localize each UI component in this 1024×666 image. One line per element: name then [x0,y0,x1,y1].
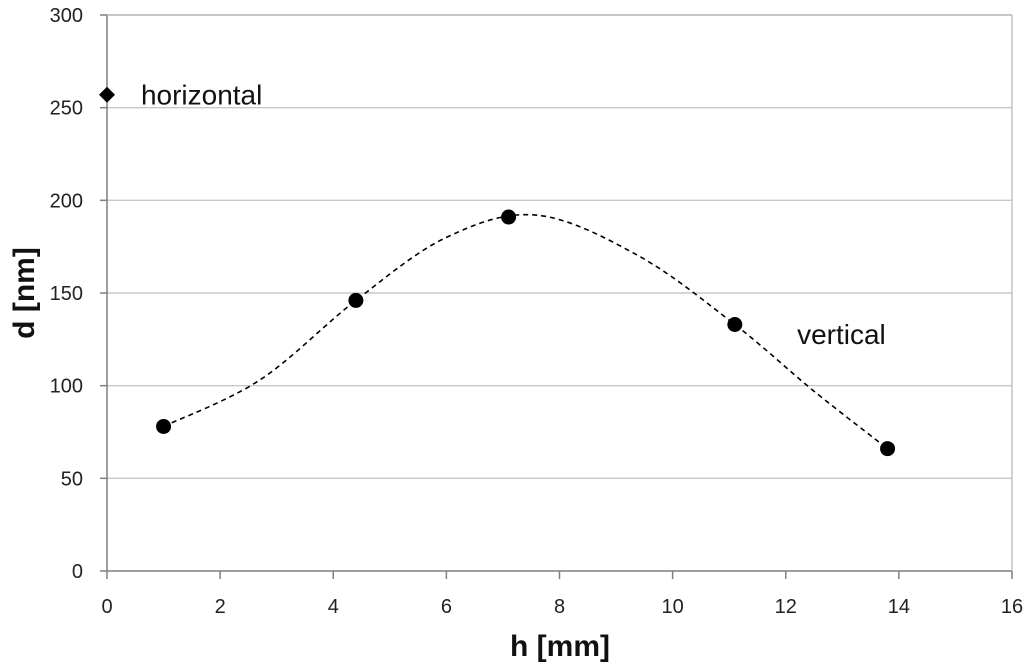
x-tick-label-14: 14 [888,596,910,618]
point-vertical-4 [880,441,896,457]
y-tick-label-150: 150 [50,283,83,305]
y-tick-label-0: 0 [72,561,83,583]
point-vertical-1 [348,292,364,308]
x-axis-title: h [mm] [510,630,610,663]
x-tick-label-0: 0 [101,596,112,618]
x-tick-label-8: 8 [554,596,565,618]
point-vertical-3 [727,317,743,333]
point-vertical-0 [156,418,172,434]
x-tick-label-16: 16 [1001,596,1023,618]
fit-curve-vertical [163,213,889,450]
y-axis-ticks: 0 50 100 150 200 250 300 [50,5,107,583]
y-axis-title: d [nm] [8,247,41,339]
y-tick-label-50: 50 [61,468,83,490]
y-tick-label-250: 250 [50,98,83,120]
x-tick-label-2: 2 [215,596,226,618]
x-tick-label-6: 6 [441,596,452,618]
x-tick-label-10: 10 [662,596,684,618]
annotations-layer: horizontal vertical [141,80,886,350]
y-tick-label-300: 300 [50,5,83,27]
point-horizontal-0 [99,86,115,103]
y-tick-label-200: 200 [50,190,83,212]
fit-curve-layer [163,213,889,450]
x-axis-ticks: 0 2 4 6 8 10 12 14 16 [101,571,1023,618]
y-tick-label-100: 100 [50,376,83,398]
annotation-horizontal: horizontal [141,80,262,111]
x-tick-label-12: 12 [775,596,797,618]
point-vertical-2 [501,209,517,225]
x-tick-label-4: 4 [328,596,339,618]
annotation-vertical: vertical [797,319,886,350]
data-points-layer [99,86,896,457]
